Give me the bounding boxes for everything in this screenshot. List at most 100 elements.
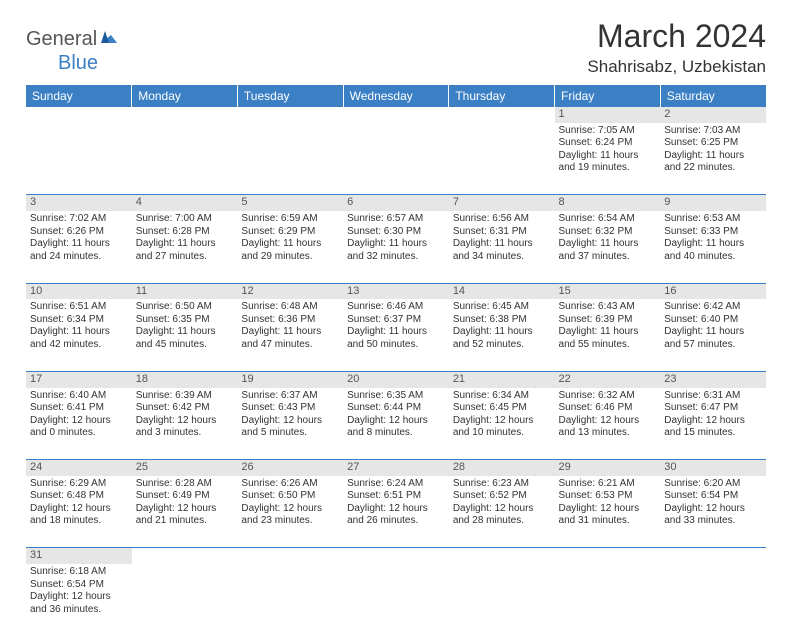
day-number: 9 [660, 195, 766, 211]
cell-line: Sunset: 6:54 PM [664, 490, 762, 503]
cell-line: Sunrise: 6:20 AM [664, 478, 762, 491]
cell-line: and 22 minutes. [664, 162, 762, 175]
day-number [449, 548, 555, 564]
cell-line: Daylight: 12 hours [664, 415, 762, 428]
cell-line: Sunrise: 6:43 AM [559, 301, 657, 314]
cell-line: and 8 minutes. [347, 427, 445, 440]
day-number: 2 [660, 107, 766, 123]
day-cell [132, 123, 238, 195]
cell-line: Sunrise: 6:37 AM [241, 390, 339, 403]
day-cell [132, 564, 238, 636]
day-cell: Sunrise: 6:54 AMSunset: 6:32 PMDaylight:… [555, 211, 661, 283]
cell-line: Sunrise: 6:45 AM [453, 301, 551, 314]
cell-line: and 24 minutes. [30, 251, 128, 264]
day-cell [343, 564, 449, 636]
day-cell: Sunrise: 6:51 AMSunset: 6:34 PMDaylight:… [26, 299, 132, 371]
day-cell: Sunrise: 7:02 AMSunset: 6:26 PMDaylight:… [26, 211, 132, 283]
week-row: Sunrise: 6:29 AMSunset: 6:48 PMDaylight:… [26, 476, 766, 548]
cell-line: Sunset: 6:44 PM [347, 402, 445, 415]
daynum-row: 31 [26, 548, 766, 564]
cell-line: Sunset: 6:35 PM [136, 314, 234, 327]
day-number [555, 548, 661, 564]
cell-line: Sunset: 6:48 PM [30, 490, 128, 503]
day-cell: Sunrise: 6:28 AMSunset: 6:49 PMDaylight:… [132, 476, 238, 548]
cell-line: Sunset: 6:26 PM [30, 226, 128, 239]
day-number: 13 [343, 283, 449, 299]
day-number: 7 [449, 195, 555, 211]
cell-line: Daylight: 11 hours [453, 238, 551, 251]
day-cell: Sunrise: 6:43 AMSunset: 6:39 PMDaylight:… [555, 299, 661, 371]
cell-line: Sunset: 6:43 PM [241, 402, 339, 415]
day-cell: Sunrise: 6:37 AMSunset: 6:43 PMDaylight:… [237, 388, 343, 460]
cell-line: and 31 minutes. [559, 515, 657, 528]
cell-line: Sunrise: 6:53 AM [664, 213, 762, 226]
cell-line: Sunset: 6:39 PM [559, 314, 657, 327]
day-number: 31 [26, 548, 132, 564]
day-number [343, 548, 449, 564]
cell-line: and 5 minutes. [241, 427, 339, 440]
col-friday: Friday [555, 85, 661, 107]
cell-line: Sunrise: 6:48 AM [241, 301, 339, 314]
cell-line: Daylight: 11 hours [559, 238, 657, 251]
day-number: 18 [132, 371, 238, 387]
day-cell [555, 564, 661, 636]
cell-line: and 10 minutes. [453, 427, 551, 440]
cell-line: Sunset: 6:40 PM [664, 314, 762, 327]
day-number: 25 [132, 460, 238, 476]
location: Shahrisabz, Uzbekistan [587, 57, 766, 77]
cell-line: and 37 minutes. [559, 251, 657, 264]
cell-line: Sunset: 6:28 PM [136, 226, 234, 239]
day-cell: Sunrise: 6:29 AMSunset: 6:48 PMDaylight:… [26, 476, 132, 548]
day-number: 23 [660, 371, 766, 387]
day-number: 19 [237, 371, 343, 387]
day-number [343, 107, 449, 123]
day-cell: Sunrise: 6:53 AMSunset: 6:33 PMDaylight:… [660, 211, 766, 283]
cell-line: and 13 minutes. [559, 427, 657, 440]
cell-line: Daylight: 12 hours [347, 415, 445, 428]
cell-line: Sunrise: 6:26 AM [241, 478, 339, 491]
cell-line: Sunrise: 6:46 AM [347, 301, 445, 314]
day-number: 24 [26, 460, 132, 476]
day-number: 29 [555, 460, 661, 476]
cell-line: Sunset: 6:29 PM [241, 226, 339, 239]
cell-line: and 15 minutes. [664, 427, 762, 440]
cell-line: Sunset: 6:54 PM [30, 579, 128, 592]
cell-line: Daylight: 12 hours [453, 503, 551, 516]
day-cell: Sunrise: 7:03 AMSunset: 6:25 PMDaylight:… [660, 123, 766, 195]
day-cell: Sunrise: 6:39 AMSunset: 6:42 PMDaylight:… [132, 388, 238, 460]
day-number: 17 [26, 371, 132, 387]
day-cell: Sunrise: 6:50 AMSunset: 6:35 PMDaylight:… [132, 299, 238, 371]
cell-line: and 32 minutes. [347, 251, 445, 264]
cell-line: Sunrise: 6:57 AM [347, 213, 445, 226]
daynum-row: 10111213141516 [26, 283, 766, 299]
cell-line: Sunset: 6:34 PM [30, 314, 128, 327]
cell-line: Daylight: 12 hours [664, 503, 762, 516]
cell-line: Sunset: 6:31 PM [453, 226, 551, 239]
cell-line: Daylight: 11 hours [30, 238, 128, 251]
cell-line: Sunrise: 6:18 AM [30, 566, 128, 579]
cell-line: and 28 minutes. [453, 515, 551, 528]
day-number: 22 [555, 371, 661, 387]
day-number [237, 107, 343, 123]
cell-line: Sunset: 6:24 PM [559, 137, 657, 150]
cell-line: and 34 minutes. [453, 251, 551, 264]
cell-line: Sunset: 6:51 PM [347, 490, 445, 503]
cell-line: and 52 minutes. [453, 339, 551, 352]
daynum-row: 17181920212223 [26, 371, 766, 387]
cell-line: Sunset: 6:50 PM [241, 490, 339, 503]
day-cell [660, 564, 766, 636]
cell-line: Daylight: 11 hours [453, 326, 551, 339]
day-cell: Sunrise: 6:34 AMSunset: 6:45 PMDaylight:… [449, 388, 555, 460]
day-cell: Sunrise: 6:20 AMSunset: 6:54 PMDaylight:… [660, 476, 766, 548]
cell-line: Sunset: 6:37 PM [347, 314, 445, 327]
col-monday: Monday [132, 85, 238, 107]
cell-line: Sunrise: 6:59 AM [241, 213, 339, 226]
day-number: 15 [555, 283, 661, 299]
day-cell: Sunrise: 6:32 AMSunset: 6:46 PMDaylight:… [555, 388, 661, 460]
day-cell [449, 123, 555, 195]
page-title: March 2024 [587, 18, 766, 55]
cell-line: and 36 minutes. [30, 604, 128, 617]
flag-icon [101, 29, 123, 50]
cell-line: and 27 minutes. [136, 251, 234, 264]
cell-line: Sunset: 6:52 PM [453, 490, 551, 503]
